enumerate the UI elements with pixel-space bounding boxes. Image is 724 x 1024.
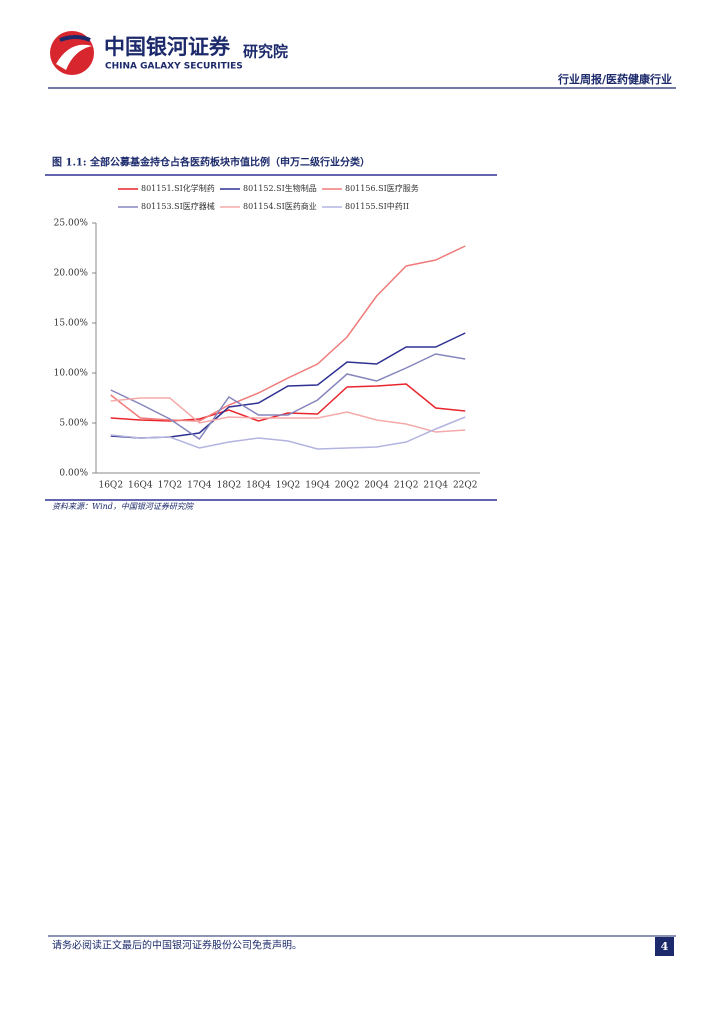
x-tick-label: 20Q2	[335, 481, 360, 491]
x-tick-label: 18Q4	[246, 481, 271, 491]
page-number-box	[655, 937, 674, 956]
series-line	[110, 397, 466, 433]
series-line	[110, 416, 466, 450]
y-tick-label: 0.00%	[59, 469, 88, 479]
brand-cn: 中国银河证券	[104, 35, 231, 59]
x-tick-label: 21Q4	[423, 481, 448, 491]
x-tick-label: 18Q2	[217, 481, 242, 491]
x-tick-label: 19Q2	[276, 481, 301, 491]
y-tick-label: 15.00%	[54, 319, 89, 329]
y-tick-label: 5.00%	[59, 419, 88, 429]
page-number: 4	[661, 940, 669, 953]
x-tick-label: 21Q2	[394, 481, 419, 491]
x-tick-label: 17Q4	[187, 481, 212, 491]
y-tick-label: 10.00%	[54, 369, 89, 379]
x-tick-label: 22Q2	[453, 481, 478, 491]
legend-label: 801151.SI化学制药	[141, 183, 215, 193]
x-tick-label: 16Q4	[128, 481, 153, 491]
x-tick-label: 16Q2	[98, 481, 123, 491]
chart: 0.00% 5.00% 10.00% 15.00% 20.00% 25.00% 16Q2 16…	[54, 183, 480, 491]
figure-caption: 图 1.1: 全部公募基金持仓占各医药板块市值比例（申万二级行业分类）	[52, 156, 370, 169]
legend-label: 801155.SI中药II	[345, 201, 409, 211]
series-line	[110, 383, 466, 422]
x-tick-label: 20Q4	[364, 481, 389, 491]
institute: 研究院	[243, 43, 288, 61]
series-line	[110, 245, 466, 422]
x-tick-label: 17Q2	[158, 481, 183, 491]
y-tick-label: 25.00%	[54, 219, 89, 229]
legend-label: 801152.SI生物制品	[243, 183, 317, 193]
y-tick-label: 20.00%	[54, 269, 89, 279]
series-line	[110, 332, 466, 439]
x-tick-label: 19Q4	[305, 481, 330, 491]
figure-source: 资料来源：Wind，中国银河证券研究院	[52, 502, 195, 511]
series-line	[110, 353, 466, 441]
legend-label: 801153.SI医疗器械	[141, 201, 215, 211]
logo-arc	[59, 35, 91, 42]
brand-en: CHINA GALAXY SECURITIES	[105, 62, 243, 72]
disclaimer: 请务必阅读正文最后的中国银河证券股份公司免责声明。	[52, 939, 302, 952]
legend-label: 801154.SI医药商业	[243, 201, 317, 211]
logo-swirl	[56, 44, 92, 70]
report-type: 行业周报/医药健康行业	[557, 72, 672, 86]
legend-label: 801156.SI医疗服务	[345, 183, 419, 193]
